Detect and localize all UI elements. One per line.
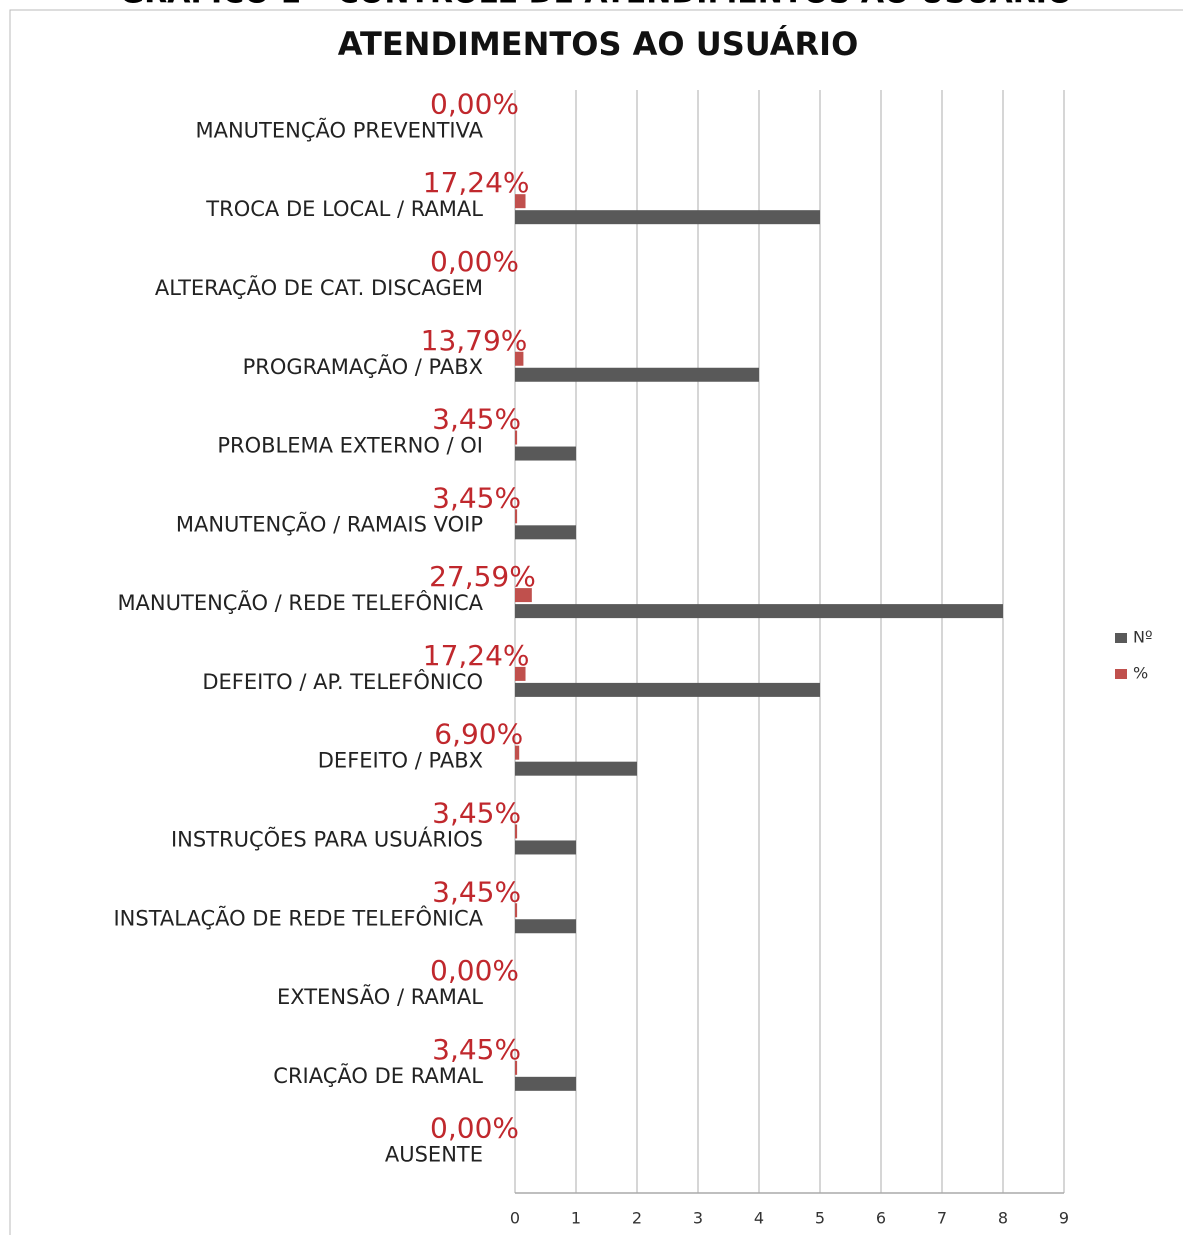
y-tick-label: MANUTENÇÃO / REDE TELEFÔNICA (117, 589, 483, 615)
data-label: 17,24% (423, 639, 530, 672)
data-label: 3,45% (432, 1033, 521, 1066)
bar (515, 903, 518, 918)
data-label: 13,79% (421, 324, 528, 357)
data-label: 6,90% (434, 718, 523, 751)
x-tick-label: 0 (510, 1209, 520, 1228)
bar (515, 761, 637, 776)
bar (515, 194, 526, 209)
bar (515, 604, 1003, 619)
bar (515, 745, 520, 760)
legend-swatch (1115, 633, 1127, 643)
bar (515, 210, 820, 225)
y-tick-label: INSTALAÇÃO DE REDE TELEFÔNICA (113, 904, 483, 930)
data-label: 17,24% (423, 166, 530, 199)
x-tick-label: 3 (693, 1209, 703, 1228)
y-tick-label: INSTRUÇÕES PARA USUÁRIOS (171, 825, 483, 851)
bar (515, 919, 576, 934)
y-tick-label: ALTERAÇÃO DE CAT. DISCAGEM (155, 274, 483, 300)
data-label: 27,59% (429, 560, 536, 593)
y-tick-label: TROCA DE LOCAL / RAMAL (205, 197, 483, 221)
y-tick-label: MANUTENÇÃO / RAMAIS VOIP (176, 510, 483, 536)
data-label: 3,45% (432, 796, 521, 829)
data-label: 0,00% (430, 954, 519, 987)
data-label: 3,45% (432, 875, 521, 908)
bar (515, 446, 576, 461)
data-label: 0,00% (430, 87, 519, 120)
bar (515, 1060, 518, 1075)
y-tick-label: PROGRAMAÇÃO / PABX (243, 353, 483, 379)
chart-frame (9, 9, 1183, 1235)
bar (515, 509, 518, 524)
x-tick-label: 9 (1059, 1209, 1069, 1228)
y-tick-label: CRIAÇÃO DE RAMAL (273, 1062, 483, 1088)
x-tick-label: 7 (937, 1209, 947, 1228)
y-tick-label: EXTENSÃO / RAMAL (277, 983, 483, 1009)
legend-label: Nº (1133, 628, 1153, 647)
legend-swatch (1115, 669, 1127, 679)
x-tick-label: 4 (754, 1209, 764, 1228)
y-tick-label: DEFEITO / PABX (318, 749, 483, 773)
chart-title: ATENDIMENTOS AO USUÁRIO (338, 25, 859, 63)
bar (515, 1076, 576, 1091)
x-tick-label: 8 (998, 1209, 1008, 1228)
x-tick-label: 5 (815, 1209, 825, 1228)
data-label: 3,45% (432, 481, 521, 514)
data-label: 0,00% (430, 245, 519, 278)
y-tick-label: MANUTENÇÃO PREVENTIVA (195, 116, 483, 142)
bar (515, 430, 518, 445)
bar (515, 840, 576, 855)
legend-label: % (1133, 664, 1148, 683)
x-tick-label: 2 (632, 1209, 642, 1228)
bar (515, 824, 518, 839)
x-tick-label: 1 (571, 1209, 581, 1228)
y-tick-label: PROBLEMA EXTERNO / OI (217, 434, 483, 458)
bar (515, 351, 524, 366)
bar (515, 588, 532, 603)
y-tick-label: DEFEITO / AP. TELEFÔNICO (202, 669, 483, 694)
caption: GRÁFICO 1 – CONTROLE DE ATENDIMENTOS AO … (120, 0, 1073, 11)
y-tick-label: AUSENTE (385, 1143, 483, 1167)
bar (515, 525, 576, 540)
x-tick-label: 6 (876, 1209, 886, 1228)
bar (515, 367, 759, 382)
data-label: 3,45% (432, 403, 521, 436)
bar (515, 666, 526, 681)
data-label: 0,00% (430, 1112, 519, 1145)
bar (515, 682, 820, 697)
